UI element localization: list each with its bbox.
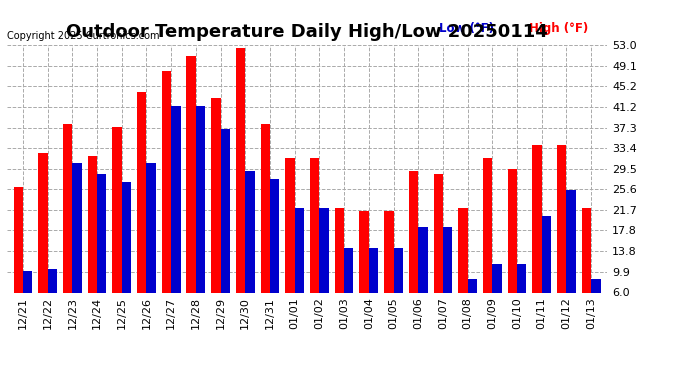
Bar [344,248,353,324]
Bar [335,208,344,324]
Bar [186,56,196,324]
Bar [112,127,121,324]
Bar [359,211,369,324]
Bar [542,216,551,324]
Bar [295,208,304,324]
Bar [72,164,81,324]
Text: Copyright 2025 Curtronics.com: Copyright 2025 Curtronics.com [7,31,159,41]
Bar [236,48,245,324]
Bar [409,171,418,324]
Bar [508,169,517,324]
Bar [557,145,566,324]
Bar [48,269,57,324]
Bar [468,279,477,324]
Bar [310,158,319,324]
Bar [221,129,230,324]
Bar [369,248,378,324]
Bar [433,174,443,324]
Title: Outdoor Temperature Daily High/Low 20250114: Outdoor Temperature Daily High/Low 20250… [66,22,548,40]
Bar [161,71,171,324]
Bar [196,105,205,324]
Bar [63,124,72,324]
Bar [393,248,403,324]
Text: High (°F): High (°F) [529,22,589,35]
Bar [517,264,526,324]
Bar [418,226,428,324]
Bar [443,226,453,324]
Bar [483,158,493,324]
Text: Low (°F): Low (°F) [439,22,494,35]
Bar [121,182,131,324]
Bar [146,164,156,324]
Bar [14,187,23,324]
Bar [97,174,106,324]
Bar [137,92,146,324]
Bar [171,105,181,324]
Bar [23,272,32,324]
Bar [458,208,468,324]
Bar [591,279,600,324]
Bar [384,211,393,324]
Bar [211,98,221,324]
Bar [245,171,255,324]
Bar [88,156,97,324]
Bar [319,208,329,324]
Bar [38,153,48,324]
Bar [270,179,279,324]
Bar [261,124,270,324]
Bar [533,145,542,324]
Bar [493,264,502,324]
Bar [285,158,295,324]
Bar [566,190,576,324]
Bar [582,208,591,324]
